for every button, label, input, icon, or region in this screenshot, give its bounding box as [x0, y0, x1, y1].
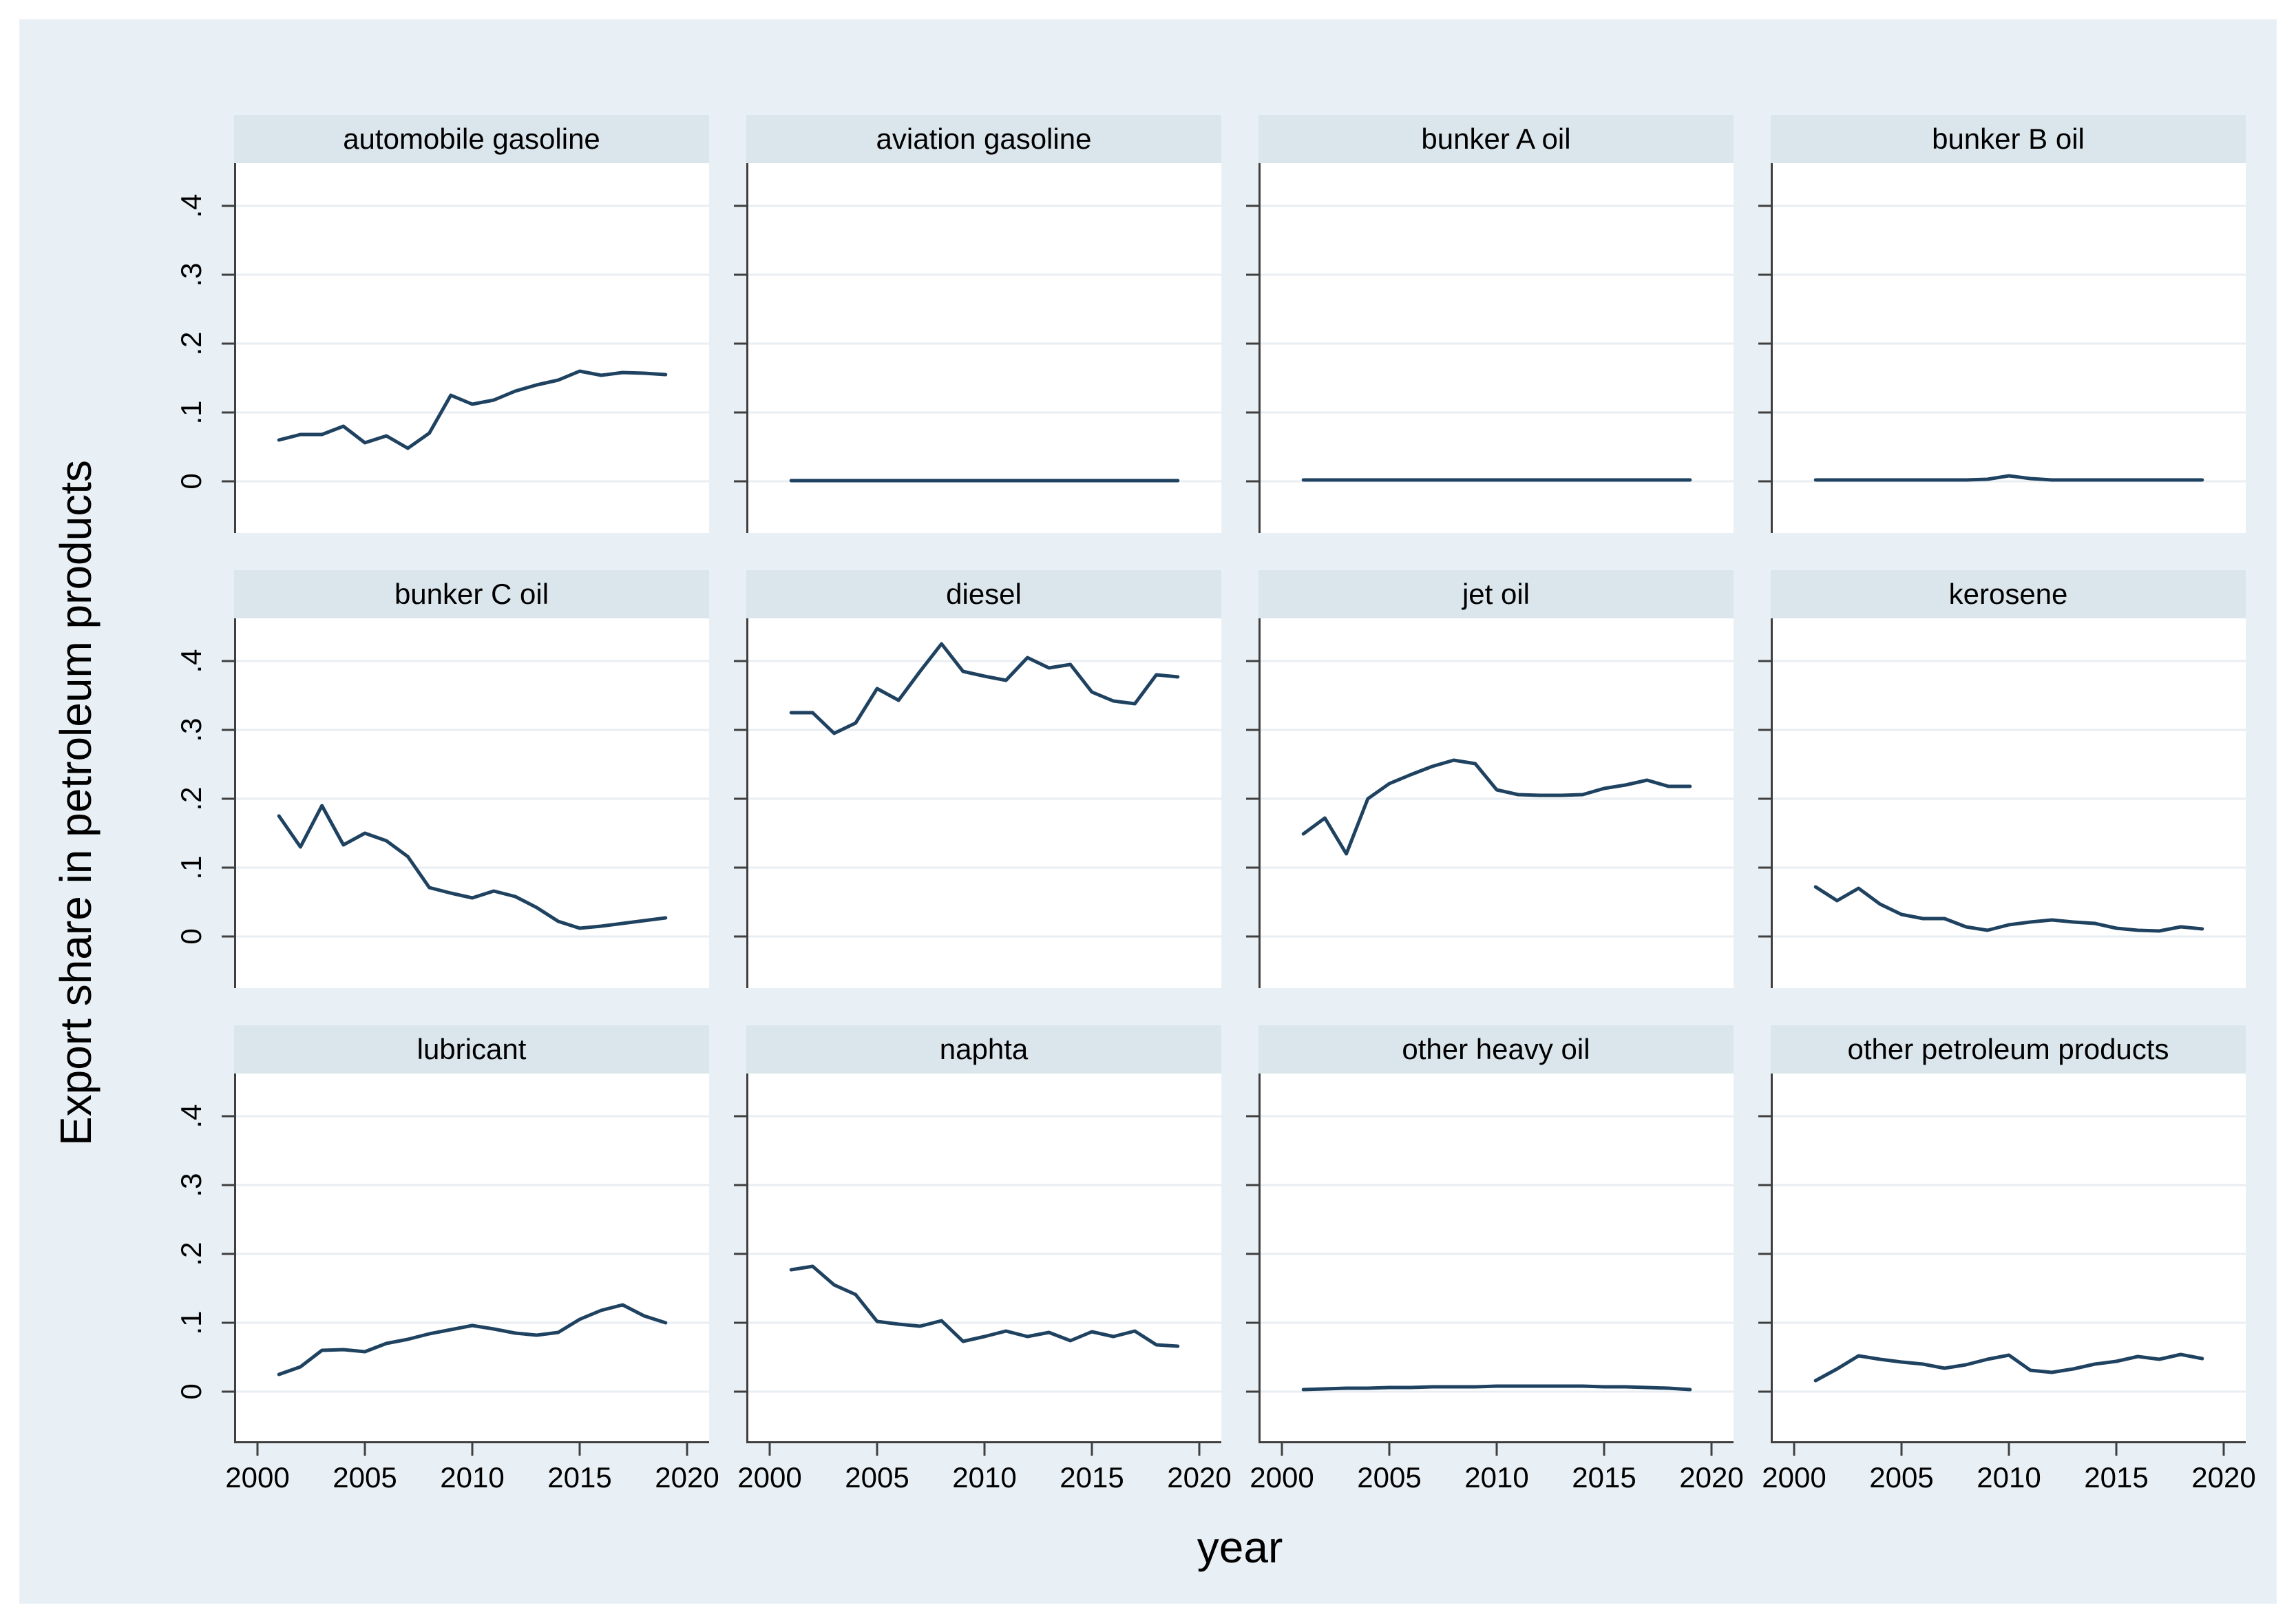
y-tick-label: .3 [175, 1173, 207, 1197]
line-series-chart [734, 163, 1221, 533]
x-tick-label: 2015 [1572, 1461, 1636, 1494]
y-tick-label: .1 [175, 855, 207, 880]
plot-area [1758, 163, 2246, 533]
y-tick-label: .2 [175, 786, 207, 811]
y-tick-label: 0 [175, 928, 207, 945]
data-line [1813, 885, 2204, 933]
panel-automobile-gasoline: automobile gasoline 0 .1 .2 .3 .4 [175, 115, 709, 533]
panel-title: bunker B oil [1771, 115, 2246, 163]
y-tick-label: 0 [175, 473, 207, 490]
plot-area: 0 .1 .2 .3 .4 [175, 618, 709, 988]
x-tick-label: 2000 [737, 1461, 802, 1494]
y-tick-label: .2 [175, 331, 207, 356]
panel-bunker-a-oil: bunker A oil [1246, 115, 1734, 533]
y-tick-label: 0 [175, 1383, 207, 1400]
line-series-chart [734, 1074, 1221, 1456]
y-tick-label: .4 [175, 649, 207, 673]
panel-title: automobile gasoline [234, 115, 709, 163]
panel-title: aviation gasoline [746, 115, 1221, 163]
data-line [789, 642, 1180, 735]
x-tick-label: 2005 [1357, 1461, 1422, 1494]
plot-area [1758, 618, 2246, 988]
y-tick-label: .2 [175, 1242, 207, 1266]
y-axis-title: Export share in petroleum products [51, 459, 101, 1146]
y-tick-label: .1 [175, 1310, 207, 1335]
data-line [1301, 758, 1692, 856]
line-series-chart [1758, 1074, 2246, 1456]
panel-other-heavy-oil: other heavy oil 2000 2005 2010 2015 2020 [1246, 1025, 1744, 1494]
line-series-chart [1246, 618, 1734, 988]
y-tick-label: .4 [175, 1104, 207, 1129]
data-line [1301, 1384, 1692, 1392]
line-series-chart [1246, 1074, 1734, 1456]
x-tick-label: 2020 [2191, 1461, 2256, 1494]
x-tick-label: 2005 [845, 1461, 909, 1494]
x-tick-label: 2015 [2084, 1461, 2149, 1494]
x-tick-label: 2010 [952, 1461, 1017, 1494]
panel-title: other heavy oil [1258, 1025, 1734, 1074]
data-line [1813, 474, 2204, 482]
y-tick-label: .3 [175, 718, 207, 742]
figure-canvas: Export share in petroleum products autom… [19, 19, 2277, 1604]
x-tick-label: 2010 [1464, 1461, 1529, 1494]
plot-area: 0 .1 .2 .3 .4 [175, 163, 709, 533]
plot-area [1246, 618, 1734, 988]
x-tick-label: 2010 [1977, 1461, 2041, 1494]
panel-kerosene: kerosene [1758, 570, 2246, 988]
plot-area: 2000 2005 2010 2015 2020 [1246, 1074, 1744, 1494]
x-tick-label: 2005 [1869, 1461, 1934, 1494]
line-series-chart [1758, 618, 2246, 988]
panel-title: kerosene [1771, 570, 2246, 618]
panel-other-petroleum-products: other petroleum products 2000 2005 2010 201… [1758, 1025, 2256, 1494]
line-series-chart [1758, 163, 2246, 533]
data-line [277, 804, 668, 930]
x-tick-label: 2000 [1762, 1461, 1826, 1494]
y-tick-label: .1 [175, 400, 207, 425]
panel-title: jet oil [1258, 570, 1734, 618]
x-tick-label: 2015 [1060, 1461, 1124, 1494]
panel-jet-oil: jet oil [1246, 570, 1734, 988]
data-line [789, 1264, 1180, 1348]
x-tick-label: 2020 [655, 1461, 719, 1494]
panel-lubricant: lubricant 0 .1 .2 .3 .4 2000 2005 2010 2015 2020 [175, 1025, 719, 1494]
plot-area: 2000 2005 2010 2015 2020 [734, 1074, 1232, 1494]
x-tick-label: 2010 [440, 1461, 505, 1494]
y-tick-label: .4 [175, 193, 207, 218]
line-series-chart [222, 1074, 709, 1456]
panel-title: bunker C oil [234, 570, 709, 618]
panel-diesel: diesel [734, 570, 1221, 988]
plot-area [734, 618, 1221, 988]
x-tick-label: 2015 [547, 1461, 612, 1494]
panel-title: naphta [746, 1025, 1221, 1074]
data-line [277, 369, 668, 450]
x-tick-label: 2005 [333, 1461, 397, 1494]
x-tick-label: 2000 [225, 1461, 290, 1494]
x-axis-title: year [1197, 1522, 1283, 1572]
panel-title: diesel [746, 570, 1221, 618]
line-series-chart [1246, 163, 1734, 533]
x-tick-label: 2000 [1250, 1461, 1314, 1494]
plot-area [734, 163, 1221, 533]
x-tick-label: 2020 [1679, 1461, 1744, 1494]
plot-area: 2000 2005 2010 2015 2020 [1758, 1074, 2256, 1494]
x-tick-label: 2020 [1167, 1461, 1232, 1494]
plot-area [1246, 163, 1734, 533]
data-line [277, 1303, 668, 1376]
panel-grid: automobile gasoline 0 .1 .2 .3 .4 aviation g… [175, 115, 2256, 1494]
plot-area: 0 .1 .2 .3 .4 2000 2005 2010 2015 2020 [175, 1074, 719, 1494]
y-tick-label: .3 [175, 262, 207, 287]
panel-title: other petroleum products [1771, 1025, 2246, 1074]
line-series-chart [222, 618, 709, 988]
line-series-chart [734, 618, 1221, 988]
panel-aviation-gasoline: aviation gasoline [734, 115, 1221, 533]
panel-title: bunker A oil [1258, 115, 1734, 163]
panel-title: lubricant [234, 1025, 709, 1074]
data-line [1813, 1352, 2204, 1383]
line-series-chart [222, 163, 709, 533]
panel-naphta: naphta 2000 2005 2010 2015 2020 [734, 1025, 1232, 1494]
panel-bunker-b-oil: bunker B oil [1758, 115, 2246, 533]
panel-bunker-c-oil: bunker C oil 0 .1 .2 .3 .4 [175, 570, 709, 988]
